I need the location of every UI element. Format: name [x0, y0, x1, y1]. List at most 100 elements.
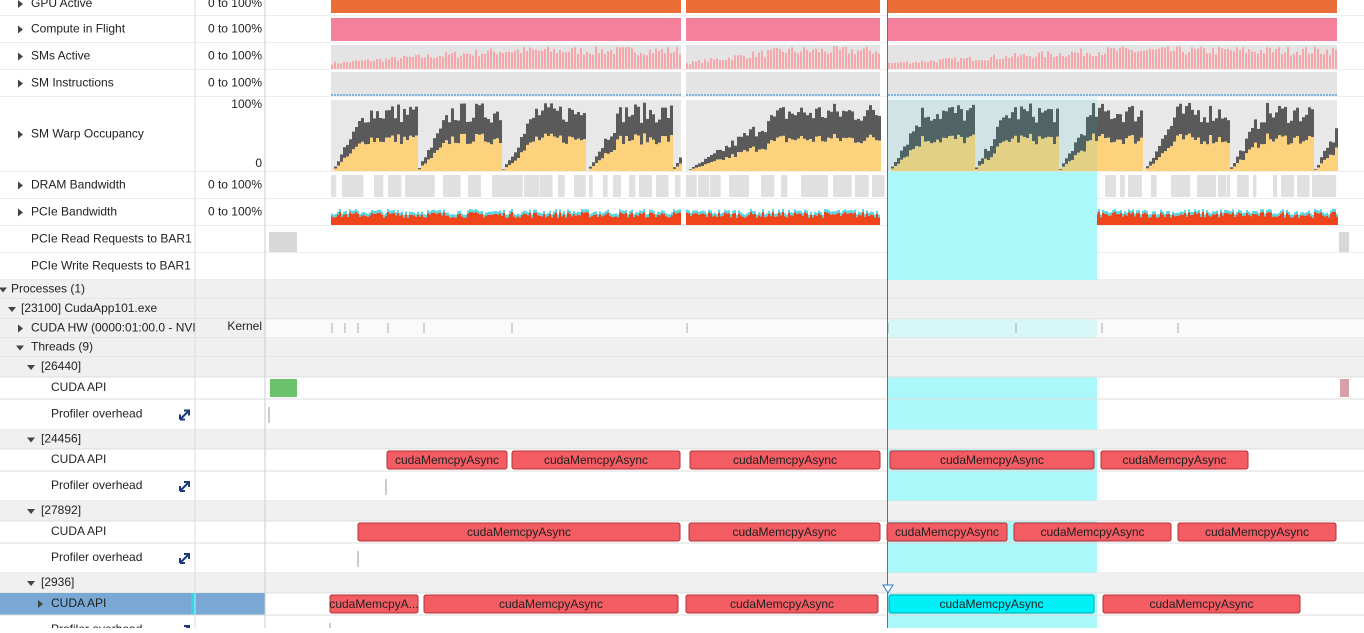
- api-call[interactable]: [888, 594, 1095, 614]
- warp-active: [1053, 122, 1056, 145]
- expand-toggle[interactable]: [18, 25, 23, 34]
- warp-active: [758, 131, 761, 150]
- metric-bar: [875, 94, 877, 96]
- metric-bar: [812, 94, 814, 96]
- expand-toggle[interactable]: [27, 581, 35, 586]
- api-call[interactable]: [1102, 594, 1301, 614]
- warp-active: [1200, 122, 1203, 145]
- expand-toggle[interactable]: [38, 600, 43, 608]
- warp-used: [1182, 139, 1185, 171]
- warp-active: [601, 148, 604, 159]
- expand-toggle[interactable]: [18, 0, 23, 8]
- api-call[interactable]: [423, 594, 679, 614]
- dram-bar: [374, 175, 384, 197]
- pcie-bar: [361, 215, 363, 225]
- metric-bar: [719, 94, 721, 96]
- warp-used: [1128, 135, 1131, 171]
- api-call[interactable]: [688, 522, 881, 542]
- metric-bar: [586, 51, 588, 69]
- expand-toggle[interactable]: [8, 307, 16, 312]
- warp-used: [385, 137, 388, 171]
- pcie-bar: [557, 217, 559, 225]
- pcie-bar: [473, 212, 475, 225]
- pcie-bar: [854, 209, 856, 213]
- api-call[interactable]: [685, 594, 879, 614]
- metric-bar: [990, 94, 992, 96]
- metric-bar: [1275, 94, 1277, 96]
- pcie-bar: [1304, 212, 1306, 216]
- api-call[interactable]: [329, 594, 419, 614]
- warp-used: [1308, 135, 1311, 171]
- warp-active: [1236, 156, 1239, 164]
- pcie-bar: [1326, 215, 1328, 225]
- pcie-bar: [1228, 213, 1230, 225]
- pcie-bar: [657, 211, 659, 215]
- pcie-bar: [770, 216, 772, 225]
- metric-bar: [559, 94, 561, 96]
- pcie-bar: [543, 210, 545, 214]
- api-call[interactable]: [689, 450, 881, 470]
- pcie-bar: [824, 209, 826, 213]
- expand-toggle[interactable]: [0, 287, 7, 293]
- pcie-bar: [633, 217, 635, 225]
- metric-bar: [1254, 51, 1256, 69]
- warp-used: [1086, 141, 1089, 171]
- expand-toggle[interactable]: [27, 509, 35, 514]
- pcie-bar: [1228, 210, 1230, 214]
- api-call[interactable]: [1100, 450, 1249, 470]
- warp-active: [1071, 150, 1074, 160]
- warp-used: [1164, 151, 1167, 171]
- warp-active: [1167, 129, 1170, 149]
- warp-active: [821, 117, 824, 142]
- pcie-bar: [1172, 211, 1174, 215]
- pcie-bar: [1182, 211, 1184, 215]
- tree-label: [2936]: [41, 575, 74, 589]
- metric-bar: [571, 48, 573, 69]
- metric-bar: [1284, 94, 1286, 96]
- expand-toggle[interactable]: [27, 365, 35, 370]
- warp-active: [818, 107, 821, 136]
- pcie-bar: [535, 209, 537, 213]
- api-call[interactable]: [1177, 522, 1337, 542]
- expand-toggle[interactable]: [18, 208, 23, 217]
- warp-active: [415, 106, 418, 136]
- api-call[interactable]: [386, 450, 508, 470]
- metric-bar: [960, 57, 962, 69]
- expand-toggle[interactable]: [18, 52, 23, 61]
- pcie-bar: [667, 214, 669, 218]
- api-call[interactable]: [357, 522, 681, 542]
- expand-toggle[interactable]: [16, 345, 24, 351]
- pcie-bar: [645, 217, 647, 225]
- expand-toggle[interactable]: [18, 324, 23, 333]
- api-call[interactable]: [889, 450, 1095, 470]
- expand-toggle[interactable]: [18, 181, 23, 190]
- pcie-bar: [860, 212, 862, 216]
- expand-icon[interactable]: [179, 553, 190, 564]
- warp-active: [993, 139, 996, 154]
- pcie-bar: [535, 212, 537, 225]
- pcie-bar: [1250, 216, 1252, 225]
- expand-toggle[interactable]: [18, 130, 23, 139]
- api-call[interactable]: [1013, 522, 1172, 542]
- pcie-bar: [541, 216, 543, 225]
- metric-bar: [1155, 49, 1157, 69]
- api-call[interactable]: [511, 450, 681, 470]
- pcie-bar: [698, 211, 700, 215]
- warp-used: [406, 140, 409, 171]
- warp-active: [1329, 141, 1332, 155]
- expand-icon[interactable]: [179, 481, 190, 492]
- pcie-bar: [447, 212, 449, 216]
- expand-toggle[interactable]: [18, 79, 23, 88]
- warp-active: [788, 111, 791, 139]
- pcie-bar: [369, 212, 371, 216]
- expand-toggle[interactable]: [27, 437, 35, 443]
- metric-bar: [987, 60, 989, 69]
- expand-icon[interactable]: [179, 409, 190, 421]
- warp-used: [1266, 133, 1269, 171]
- pcie-bar: [1200, 213, 1202, 217]
- metric-bar: [1314, 46, 1316, 69]
- metric-bar: [770, 94, 772, 96]
- warp-active: [376, 111, 379, 139]
- metric-bar: [358, 61, 360, 69]
- warp-used: [785, 142, 788, 171]
